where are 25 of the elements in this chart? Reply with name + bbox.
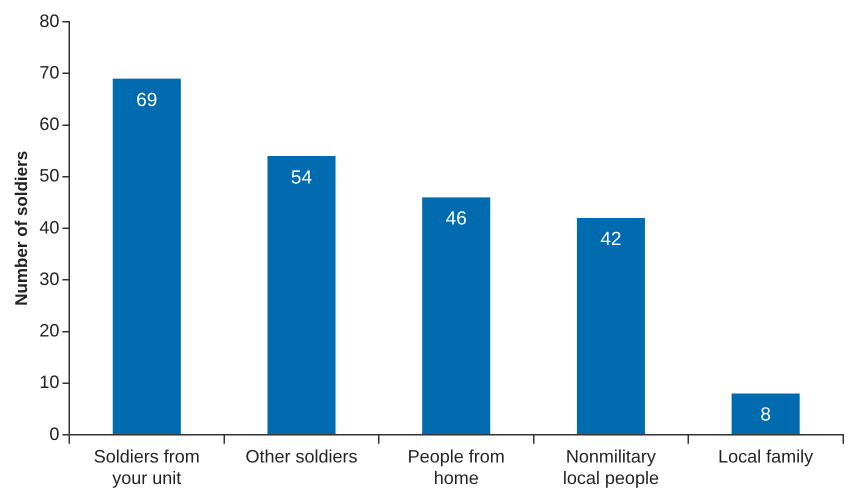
data-label: 8 [760,404,771,426]
data-label: 54 [290,167,312,188]
x-tick-label: Other soldiers [245,446,358,467]
y-tick-label: 40 [39,217,60,238]
bar [732,394,800,434]
y-tick-label: 50 [39,166,60,186]
data-label: 46 [446,208,467,230]
x-tick-label: People from home [408,446,505,488]
bar [112,78,181,434]
x-tick-label: Nonmilitary local people [562,446,659,488]
y-tick-label: 0 [49,424,60,444]
y-tick-label: 80 [39,10,60,31]
data-label: 69 [136,90,158,111]
y-tick-label: 70 [39,62,60,82]
y-tick-label: 60 [39,114,60,134]
data-label: 42 [600,229,622,250]
y-tick-label: 30 [39,268,60,289]
bar [267,156,336,434]
bar [422,197,490,434]
x-tick-label: Soldiers from your unit [94,446,200,488]
y-axis-title: Number of soldiers [12,150,31,306]
y-tick-label: 20 [39,320,60,341]
y-tick-label: 10 [39,372,60,392]
bar [576,218,645,434]
x-tick-label: Local family [718,446,814,467]
